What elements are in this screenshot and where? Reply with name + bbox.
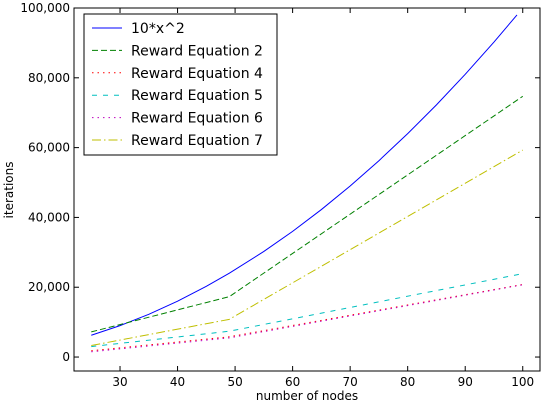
series-line-3 <box>91 283 523 352</box>
y-tick-label: 0 <box>62 350 70 364</box>
y-tick-label: 40,000 <box>28 210 70 224</box>
y-tick-label: 60,000 <box>28 141 70 155</box>
x-tick-label: 70 <box>343 375 358 389</box>
series-line-1 <box>91 14 518 336</box>
legend: 10*x^2 Reward Equation 2 Reward Equation 4… <box>83 13 278 156</box>
legend-label-4: Reward Equation 5 <box>131 88 263 104</box>
x-tick-label: 80 <box>400 375 415 389</box>
x-axis-label: number of nodes <box>256 389 358 403</box>
x-tick-label: 50 <box>227 375 242 389</box>
legend-label-6: Reward Equation 7 <box>131 133 263 149</box>
x-tick-label: 60 <box>285 375 300 389</box>
y-tick-label: 80,000 <box>28 71 70 85</box>
y-tick-label: 20,000 <box>28 280 70 294</box>
series-line-4 <box>91 273 523 348</box>
x-tick-label: 40 <box>170 375 185 389</box>
series-line-2 <box>91 95 524 333</box>
series-lines <box>91 14 524 353</box>
x-tick-label: 30 <box>112 375 127 389</box>
legend-label-2: Reward Equation 2 <box>131 43 263 59</box>
x-tick-label: 90 <box>458 375 473 389</box>
y-axis-ticks: 0 20,000 40,000 60,000 80,000 100,000 <box>20 1 540 364</box>
x-axis-ticks: 30 40 50 60 70 80 90 100 <box>112 8 534 389</box>
y-tick-label: 100,000 <box>20 1 70 15</box>
y-axis-label: iterations <box>2 162 16 219</box>
legend-label-5: Reward Equation 6 <box>131 111 263 127</box>
series-line-5 <box>91 284 523 353</box>
x-tick-label: 100 <box>511 375 534 389</box>
legend-label-3: Reward Equation 4 <box>131 66 263 82</box>
legend-label-1: 10*x^2 <box>131 21 185 37</box>
legend-box <box>83 13 278 156</box>
series-line-6 <box>91 149 523 347</box>
